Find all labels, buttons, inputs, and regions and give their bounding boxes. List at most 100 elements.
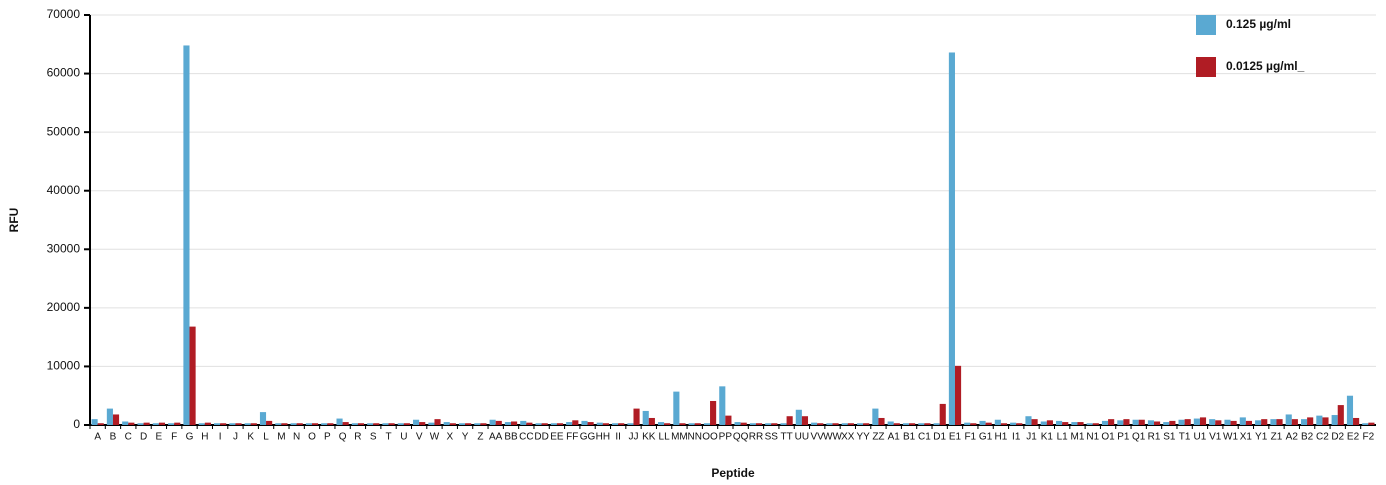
- bar: [220, 423, 227, 425]
- bar: [1230, 420, 1237, 425]
- x-tick-label: H1: [995, 432, 1008, 443]
- bar: [1040, 421, 1047, 425]
- x-tick-label: Y: [462, 432, 469, 443]
- bar: [642, 410, 649, 425]
- y-tick-label: 60000: [47, 66, 81, 80]
- bar: [1353, 417, 1360, 425]
- x-tick-label: Q: [339, 432, 347, 443]
- bar: [572, 420, 579, 425]
- bar: [618, 423, 625, 425]
- bar: [596, 422, 603, 425]
- x-tick-label: U1: [1194, 432, 1207, 443]
- bar: [857, 423, 864, 425]
- x-tick-label: C1: [918, 432, 931, 443]
- x-tick-label: RR: [749, 432, 763, 443]
- x-tick-label: C2: [1316, 432, 1329, 443]
- x-tick-label: J1: [1026, 432, 1037, 443]
- bar: [1108, 419, 1115, 425]
- x-tick-label: K: [247, 432, 254, 443]
- x-tick-label: F: [171, 432, 177, 443]
- bar: [841, 423, 848, 425]
- bar: [382, 423, 389, 425]
- bar: [290, 423, 297, 425]
- bar: [633, 408, 640, 425]
- x-tick-label: II: [615, 432, 621, 443]
- bar: [1154, 421, 1161, 425]
- bar: [97, 423, 104, 425]
- bar: [893, 423, 900, 425]
- x-tick-label: YY: [856, 432, 870, 443]
- bar: [413, 419, 420, 425]
- x-tick-label: E1: [949, 432, 962, 443]
- bar: [1071, 422, 1078, 425]
- bar: [327, 423, 334, 425]
- bar: [648, 417, 655, 425]
- x-tick-label: L: [263, 432, 269, 443]
- bar: [1077, 422, 1084, 425]
- bar: [1245, 420, 1252, 425]
- bar: [137, 423, 144, 425]
- bar: [765, 423, 772, 425]
- x-tick-label: H: [201, 432, 208, 443]
- bar: [504, 422, 512, 425]
- bar: [550, 423, 557, 425]
- bar: [725, 415, 732, 425]
- bar: [259, 412, 267, 425]
- bar: [780, 423, 787, 425]
- bar: [556, 423, 564, 425]
- bar: [1016, 423, 1023, 425]
- bar: [939, 403, 946, 425]
- bar: [388, 423, 395, 425]
- bar: [1132, 419, 1139, 425]
- bar: [183, 45, 190, 425]
- x-tick-label: TT: [780, 432, 792, 443]
- x-tick-label: V: [416, 432, 423, 443]
- bar: [918, 423, 925, 425]
- bar: [817, 423, 824, 425]
- bar: [244, 423, 251, 425]
- bar: [771, 423, 778, 425]
- bar: [994, 419, 1001, 425]
- x-tick-label: F2: [1363, 432, 1375, 443]
- x-tick-label: SS: [765, 432, 779, 443]
- bar: [948, 52, 955, 425]
- bar: [1184, 419, 1191, 425]
- x-tick-label: WW: [823, 432, 842, 443]
- x-tick-label: AA: [489, 432, 503, 443]
- bar: [1307, 417, 1314, 425]
- bar: [1169, 420, 1176, 425]
- bar: [1199, 417, 1207, 425]
- x-tick-label: S1: [1163, 432, 1176, 443]
- x-tick-label: V1: [1209, 432, 1222, 443]
- x-tick-label: O1: [1101, 432, 1115, 443]
- bar: [1331, 415, 1338, 425]
- x-tick-label: G: [186, 432, 194, 443]
- bar: [985, 422, 992, 425]
- x-tick-label: VV: [811, 432, 825, 443]
- bar: [1362, 423, 1369, 425]
- x-tick-label: T1: [1179, 432, 1191, 443]
- bar: [933, 423, 940, 425]
- bar: [397, 423, 404, 425]
- x-tick-label: UU: [795, 432, 809, 443]
- x-tick-label: ZZ: [872, 432, 884, 443]
- bar: [1101, 420, 1109, 425]
- bar: [1000, 423, 1008, 425]
- x-tick-label: D2: [1331, 432, 1344, 443]
- x-tick-label: OO: [702, 432, 718, 443]
- bar: [954, 365, 962, 425]
- bar: [1117, 420, 1124, 425]
- x-tick-label: B2: [1301, 432, 1314, 443]
- bar: [1046, 420, 1053, 425]
- bar: [1322, 417, 1329, 425]
- bar: [657, 422, 665, 425]
- bar: [979, 420, 986, 425]
- bar: [526, 422, 533, 425]
- x-tick-label: PP: [719, 432, 733, 443]
- bar: [832, 423, 839, 425]
- bar: [1163, 422, 1170, 425]
- x-tick-label: P1: [1117, 432, 1130, 443]
- bar: [1285, 414, 1292, 425]
- bar: [1337, 405, 1344, 425]
